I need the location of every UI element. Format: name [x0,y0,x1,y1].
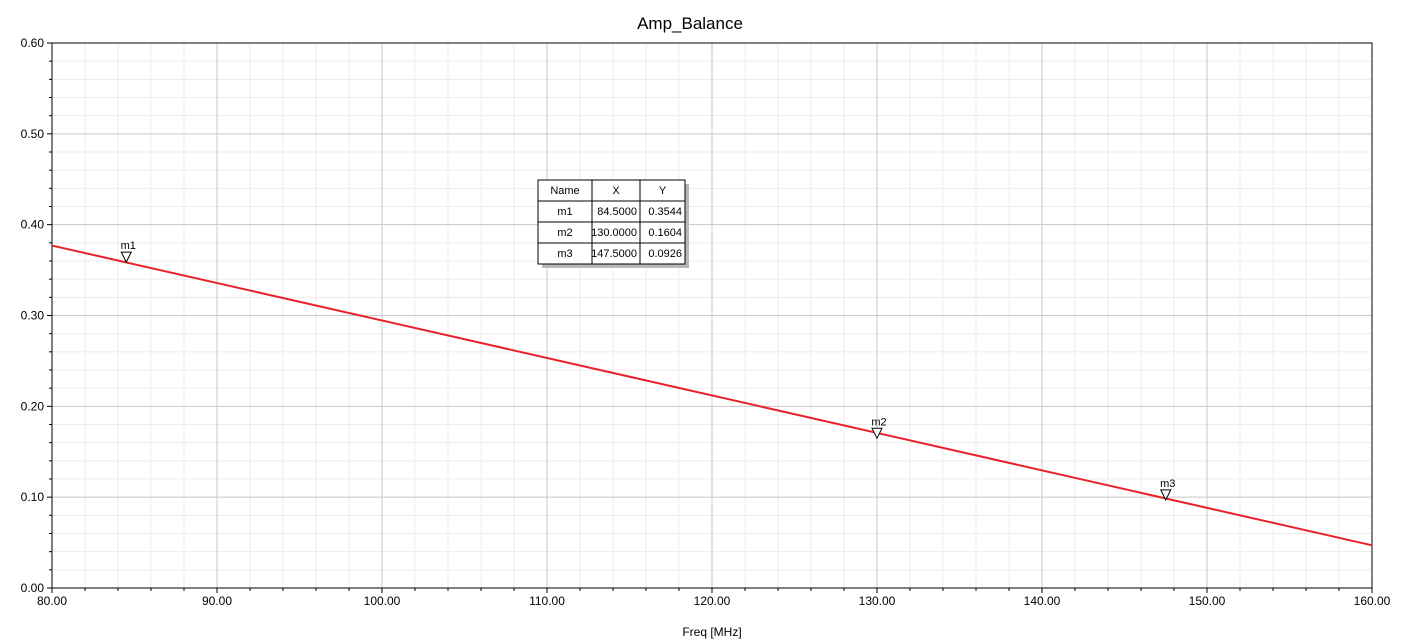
y-tick-label: 0.30 [21,309,45,323]
table-cell: m2 [557,227,572,239]
marker-label: m2 [871,416,886,428]
y-tick-label: 0.20 [21,399,45,413]
marker-table[interactable]: Name X Ym1 84.5000 0.3544 m2 130.0000 0.1604 m3 1… [537,179,689,268]
x-tick-label: 150.00 [1189,594,1226,608]
y-tick-label: 0.00 [21,581,45,595]
series-line [51,244,1373,547]
x-tick-label: 90.00 [202,594,232,608]
x-tick-label: 100.00 [364,594,401,608]
x-tick-label: 110.00 [529,594,565,608]
x-tick-label: 160.00 [1354,594,1391,608]
grid [51,42,1373,589]
marker-label: m3 [1160,478,1175,490]
table-header-cell: Name [550,185,579,197]
x-tick-label: 130.00 [859,594,896,608]
table-cell: 130.0000 [591,227,637,239]
x-axis-label: Freq [MHz] [682,625,741,639]
table-cell: 147.5000 [591,248,637,260]
marker-triangle[interactable] [871,427,883,440]
table-cell: m1 [557,206,572,218]
y-tick-label: 0.10 [21,490,45,504]
axes: 80.00 90.00 100.00 110.00 120.00 130.00 140.00… [21,36,1391,608]
table-cell: 84.5000 [597,206,637,218]
marker-triangle[interactable] [1159,489,1172,502]
table-cell: 0.3544 [648,206,682,218]
y-tick-label: 0.40 [21,218,45,232]
marker-layer: m1 m2 m3 [120,240,1175,502]
table-cell: 0.0926 [648,248,682,260]
table-header-cell: X [612,185,620,197]
marker-triangle[interactable] [120,251,133,264]
chart-title: Amp_Balance [637,14,743,33]
table-cell: m3 [557,248,572,260]
y-tick-label: 0.60 [21,36,45,50]
x-tick-label: 140.00 [1024,594,1061,608]
table-header-cell: Y [659,185,667,197]
x-tick-label: 120.00 [694,594,731,608]
series-layer [51,244,1373,547]
y-tick-label: 0.50 [21,127,45,141]
marker-label: m1 [121,240,136,252]
x-tick-label: 80.00 [37,594,67,608]
table-cell: 0.1604 [648,227,682,239]
